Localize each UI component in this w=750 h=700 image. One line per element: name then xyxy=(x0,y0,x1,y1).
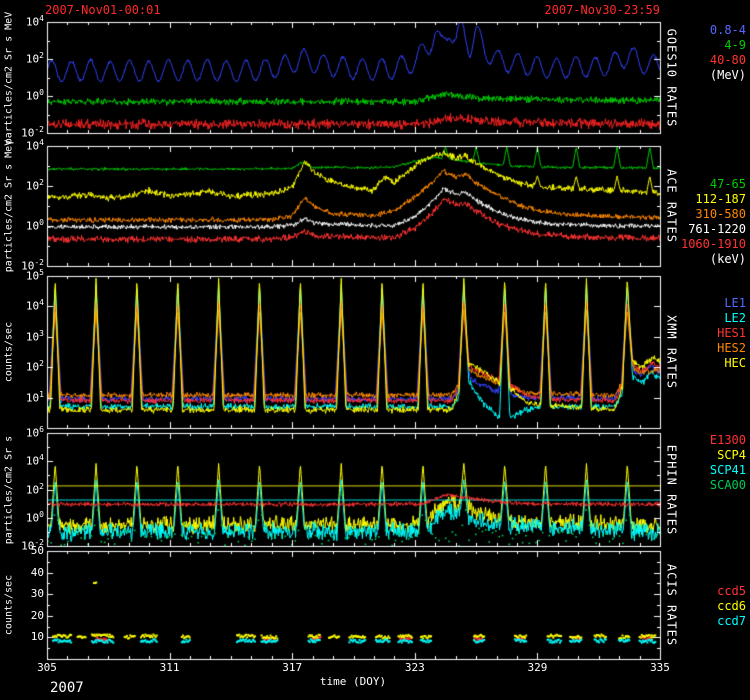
y-tick-label: 10 xyxy=(30,630,44,644)
x-tick-label: 323 xyxy=(404,661,425,674)
y-tick-label: 10-2 xyxy=(21,258,44,273)
legend-entry: 310-580 xyxy=(695,207,746,221)
year-label: 2007 xyxy=(50,680,84,696)
y-tick-label: 104 xyxy=(25,138,44,153)
legend-entry: 112-187 xyxy=(695,192,746,206)
start-time-label: 2007-Nov01-00:01 xyxy=(45,3,161,17)
y-tick-label: 20 xyxy=(30,608,44,622)
legend-entry: SCP4 xyxy=(717,448,746,462)
legend-entry: LE2 xyxy=(724,311,746,325)
y-axis-title: particles/cm2 Sr s MeV xyxy=(3,11,15,144)
x-tick-label: 311 xyxy=(159,661,180,674)
y-tick-label: 100 xyxy=(25,509,44,525)
y-tick-label: 30 xyxy=(30,587,44,601)
y-tick-label: 103 xyxy=(25,328,44,344)
x-tick-label: 335 xyxy=(650,661,670,674)
y-axis-title: counts/sec xyxy=(3,574,15,636)
x-tick-label: 329 xyxy=(527,661,548,674)
x-tick-label: 317 xyxy=(282,661,303,674)
y-tick-label: 102 xyxy=(25,178,44,193)
legend-entry: 4-9 xyxy=(724,38,746,52)
y-tick-label: 10-2 xyxy=(21,125,44,140)
legend-entry: 761-1220 xyxy=(688,222,746,236)
legend-entry: ccd5 xyxy=(717,584,746,598)
legend-entry: ccd6 xyxy=(717,599,746,613)
legend-entry: HES1 xyxy=(717,326,746,340)
y-tick-label: 104 xyxy=(25,14,44,29)
legend-entry: SCP41 xyxy=(709,463,746,477)
y-tick-label: 106 xyxy=(25,425,44,440)
legend-entry: E1300 xyxy=(709,433,746,447)
end-time-label: 2007-Nov30-23:59 xyxy=(544,3,660,17)
y-tick-label: 40 xyxy=(30,565,44,579)
y-tick-label: 102 xyxy=(25,51,44,66)
y-tick-label: 50 xyxy=(30,544,44,557)
y-tick-label: 105 xyxy=(25,268,44,283)
legend-entry: ccd7 xyxy=(717,614,746,628)
y-tick-label: 102 xyxy=(25,359,44,374)
legend-entry: HES2 xyxy=(717,341,746,355)
y-tick-label: 104 xyxy=(25,298,44,314)
y-tick-label: 100 xyxy=(25,218,44,233)
y-tick-label: 101 xyxy=(25,389,44,405)
x-tick-label: 305 xyxy=(37,661,57,674)
legend-entry: LE1 xyxy=(724,296,746,310)
legend-entry: (keV) xyxy=(709,252,746,266)
legend-entry: (MeV) xyxy=(709,68,746,82)
legend-entry: 0.8-4 xyxy=(709,23,746,37)
y-tick-label: 100 xyxy=(25,88,44,103)
legend-entry: 40-80 xyxy=(709,53,746,67)
y-tick-label: 10-2 xyxy=(21,538,44,553)
y-axis-title: particles/cm2 Sr s xyxy=(3,435,15,544)
legend-entry: SCA00 xyxy=(709,478,746,492)
legend-entry: HEC xyxy=(724,356,746,370)
y-axis-title: counts/sec xyxy=(3,321,15,383)
y-axis-title: particles/cm2 Sr s MeV xyxy=(3,139,15,273)
legend-entry: 47-65 xyxy=(709,177,746,191)
legend-entry: 1060-1910 xyxy=(680,237,746,251)
y-tick-label: 104 xyxy=(25,453,44,468)
y-tick-label: 102 xyxy=(25,481,44,497)
x-axis-title: time (DOY) xyxy=(319,675,387,688)
